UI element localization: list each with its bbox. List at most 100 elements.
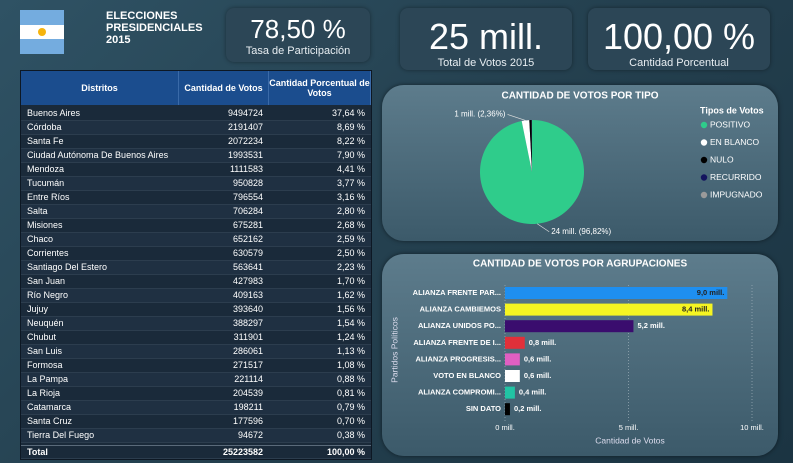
table-cell: La Pampa xyxy=(27,374,69,384)
legend-marker xyxy=(700,121,708,129)
table-cell: Corrientes xyxy=(27,248,69,258)
table-cell: 630579 xyxy=(232,248,263,258)
table-cell: Neuquén xyxy=(27,318,64,328)
table-cell: 796554 xyxy=(232,192,263,202)
bar xyxy=(505,370,520,382)
table-cell: 706284 xyxy=(232,206,263,216)
table-row: Río Negro 409163 1,62 % xyxy=(21,289,371,303)
table-cell: 675281 xyxy=(232,220,263,230)
kpi-card: 100,00 % Cantidad Porcentual xyxy=(588,8,770,70)
table-cell: 1,56 % xyxy=(336,304,365,314)
table-cell: Tucumán xyxy=(27,178,65,188)
table-cell: Santa Cruz xyxy=(27,416,73,426)
bar xyxy=(505,287,728,299)
x-axis-title: Cantidad de Votos xyxy=(595,435,664,445)
data-label: 0,8 mill. xyxy=(529,338,557,347)
kpi-label: Cantidad Porcentual xyxy=(629,57,729,69)
table-cell: 94672 xyxy=(237,430,263,440)
pie-slice xyxy=(529,120,532,172)
table-cell: Misiones xyxy=(27,220,63,230)
bar xyxy=(505,320,634,333)
pie-slice xyxy=(521,120,532,172)
district-table: Distritos Cantidad de Votos Cantidad Porce… xyxy=(20,70,372,460)
table-cell: 393640 xyxy=(232,304,263,314)
table-row: Misiones 675281 2,68 % xyxy=(21,219,371,233)
table-cell: 0,88 % xyxy=(336,374,365,384)
header-title: ELECCIONES PRESIDENCIALES 2015 xyxy=(106,10,203,46)
chart-title: CANTIDAD DE VOTOS POR AGRUPACIONES xyxy=(473,259,688,270)
y-tick-label: ALIANZA CAMBIEMOS xyxy=(420,305,501,314)
x-tick-label: 0 mill. xyxy=(495,423,515,432)
data-label: 9,0 mill. xyxy=(697,288,725,297)
table-cell: 2072234 xyxy=(227,136,263,146)
table-cell: 409163 xyxy=(232,290,263,300)
table-cell: 9494724 xyxy=(227,108,263,118)
table-cell: 25223582 xyxy=(222,447,263,457)
table-cell: 2191407 xyxy=(227,122,263,132)
table-cell: Entre Ríos xyxy=(27,192,70,202)
table-cell: 427983 xyxy=(232,276,263,286)
table-row: Córdoba 2191407 8,69 % xyxy=(21,121,371,135)
legend-label: NULO xyxy=(710,154,734,164)
data-label: 1 mill. (2,36%) xyxy=(454,110,505,119)
y-tick-label: ALIANZA FRENTE DE I... xyxy=(413,338,501,347)
legend-label: IMPUGNADO xyxy=(710,189,763,199)
table-row: San Juan 427983 1,70 % xyxy=(21,275,371,289)
kpi-value: 78,50 % xyxy=(250,14,346,44)
data-label: 5,2 mill. xyxy=(637,321,665,330)
y-tick-label: ALIANZA PROGRESIS... xyxy=(415,354,501,363)
y-tick-label: VOTO EN BLANCO xyxy=(433,371,501,380)
table-row: Buenos Aires 9494724 37,64 % xyxy=(21,107,371,121)
table-cell: 3,77 % xyxy=(336,178,365,188)
table-cell: 1,62 % xyxy=(336,290,365,300)
table-cell: 37,64 % xyxy=(331,108,365,118)
table-cell: 221114 xyxy=(234,374,263,384)
table-cell: Formosa xyxy=(27,360,63,370)
table-row: San Luis 286061 1,13 % xyxy=(21,345,371,359)
table-row: Tierra Del Fuego 94672 0,38 % xyxy=(21,429,371,443)
kpi-value: 25 mill. xyxy=(428,16,544,57)
table-cell: 8,69 % xyxy=(336,122,365,132)
table-row: Total 25223582 100,00 % xyxy=(21,445,371,459)
kpi-card: 78,50 % Tasa de Participación xyxy=(226,8,370,62)
column-header: Distritos xyxy=(21,71,179,105)
chart-title: CANTIDAD DE VOTOS POR TIPO xyxy=(501,91,658,102)
y-tick-label: SIN DATO xyxy=(466,404,501,413)
table-row: Santa Fe 2072234 8,22 % xyxy=(21,135,371,149)
flag xyxy=(20,10,64,54)
y-tick-label: ALIANZA FRENTE PAR... xyxy=(413,288,501,297)
legend-title: Tipos de Votos xyxy=(700,105,764,115)
table-cell: Catamarca xyxy=(27,402,72,412)
table-cell: 950828 xyxy=(232,178,263,188)
table-cell: 0,81 % xyxy=(336,388,365,398)
table-row: La Pampa 221114 0,88 % xyxy=(21,373,371,387)
table-cell: Tierra Del Fuego xyxy=(27,430,95,440)
x-tick-label: 10 mill. xyxy=(740,423,764,432)
bar xyxy=(505,386,515,399)
x-tick-label: 5 mill. xyxy=(619,423,639,432)
table-row: Formosa 271517 1,08 % xyxy=(21,359,371,373)
kpi-value: 100,00 % xyxy=(602,16,756,57)
kpi-card: 25 mill. Total de Votos 2015 xyxy=(400,8,572,70)
table-cell: La Rioja xyxy=(27,388,61,398)
pie-slice xyxy=(480,120,585,224)
table-cell: Mendoza xyxy=(27,164,65,174)
table-cell: 652162 xyxy=(232,234,263,244)
table-cell: Jujuy xyxy=(27,304,49,314)
table-row: Chubut 311901 1,24 % xyxy=(21,331,371,345)
table-row: Salta 706284 2,80 % xyxy=(21,205,371,219)
table-cell: Ciudad Autónoma De Buenos Aires xyxy=(27,150,169,160)
data-label: 0,6 mill. xyxy=(524,371,552,380)
table-cell: 2,80 % xyxy=(336,206,365,216)
table-cell: 0,79 % xyxy=(336,402,365,412)
table-cell: 1,08 % xyxy=(336,360,365,370)
table-row: Entre Ríos 796554 3,16 % xyxy=(21,191,371,205)
bar xyxy=(505,336,525,349)
table-cell: 388297 xyxy=(232,318,263,328)
table-cell: 563641 xyxy=(232,262,263,272)
bar xyxy=(505,403,510,416)
table-cell: 2,23 % xyxy=(336,262,365,272)
bar xyxy=(505,303,713,316)
table-cell: 1,70 % xyxy=(336,276,365,286)
